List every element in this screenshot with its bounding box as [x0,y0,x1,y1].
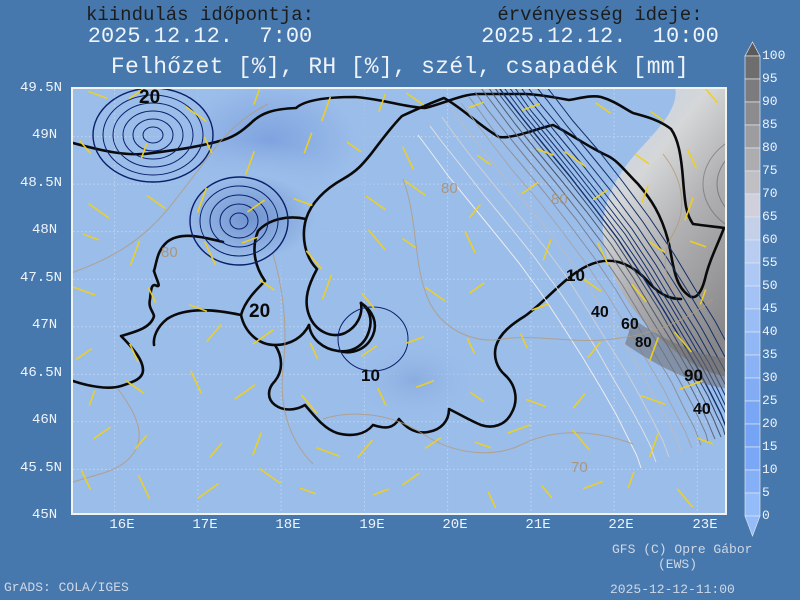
svg-text:80: 80 [161,244,178,261]
svg-text:10: 10 [361,366,380,385]
svg-text:80: 80 [635,334,652,351]
svg-text:80: 80 [441,180,458,197]
svg-text:60: 60 [621,316,639,333]
svg-text:90: 90 [684,366,703,385]
svg-text:20: 20 [139,89,160,108]
svg-text:10: 10 [566,266,585,285]
svg-text:20: 20 [249,301,270,322]
svg-text:80: 80 [551,191,568,208]
svg-text:40: 40 [693,401,711,418]
svg-text:40: 40 [591,304,609,321]
svg-text:70: 70 [571,459,588,476]
